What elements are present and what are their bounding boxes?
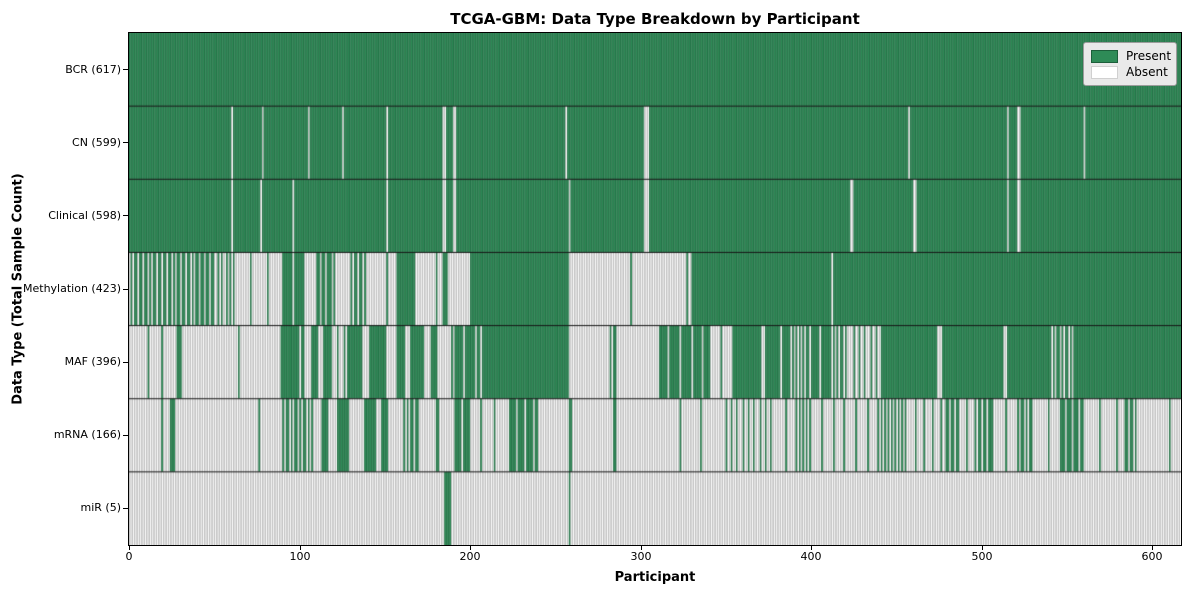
ytick-label-mrna: mRNA (166) <box>53 428 121 441</box>
xtick-label-400: 400 <box>800 550 822 563</box>
ytick-label-maf: MAF (396) <box>64 355 121 368</box>
legend-present-label: Present <box>1126 49 1172 63</box>
x-tick-mark <box>1152 546 1153 550</box>
x-tick-mark <box>811 546 812 550</box>
heatmap-canvas <box>129 33 1181 545</box>
legend-absent-swatch <box>1091 65 1118 79</box>
x-tick-mark <box>300 546 301 550</box>
ytick-label-cn: CN (599) <box>72 136 121 149</box>
legend-absent-label: Absent <box>1126 65 1168 79</box>
x-axis-label: Participant <box>614 570 696 585</box>
x-tick-mark <box>982 546 983 550</box>
y-tick-mark <box>123 508 128 509</box>
y-tick-mark <box>123 215 128 216</box>
ytick-label-bcr: BCR (617) <box>65 63 121 76</box>
xtick-label-100: 100 <box>289 550 311 563</box>
xtick-label-200: 200 <box>459 550 481 563</box>
legend-item-absent: Absent <box>1091 64 1169 80</box>
legend-item-present: Present <box>1091 48 1172 64</box>
ytick-label-methylation: Methylation (423) <box>23 282 121 295</box>
xtick-label-500: 500 <box>971 550 993 563</box>
xtick-label-0: 0 <box>125 550 133 563</box>
xtick-label-600: 600 <box>1141 550 1163 563</box>
xtick-label-300: 300 <box>630 550 652 563</box>
x-tick-mark <box>641 546 642 550</box>
y-tick-mark <box>123 69 128 70</box>
x-tick-mark <box>129 546 130 550</box>
y-tick-mark <box>123 362 128 363</box>
chart-title: TCGA-GBM: Data Type Breakdown by Partici… <box>450 10 860 28</box>
ytick-label-clinical: Clinical (598) <box>48 209 121 222</box>
legend: Present Absent <box>1083 42 1177 86</box>
ytick-label-mir: miR (5) <box>80 501 122 514</box>
plot-area <box>128 32 1182 546</box>
y-tick-mark <box>123 435 128 436</box>
legend-present-swatch <box>1091 49 1118 63</box>
y-tick-mark <box>123 142 128 143</box>
y-tick-mark <box>123 289 128 290</box>
x-tick-mark <box>470 546 471 550</box>
